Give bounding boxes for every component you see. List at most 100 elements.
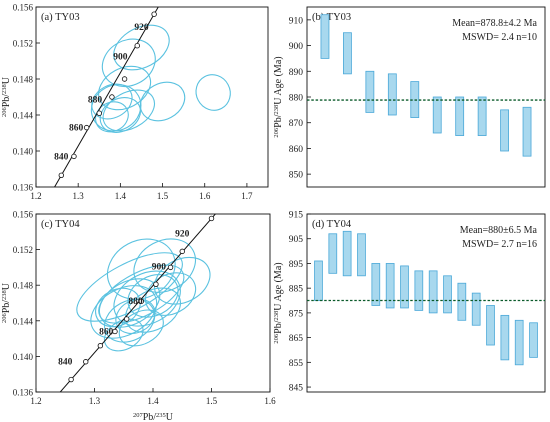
panel-label: (b) TY03 bbox=[312, 12, 351, 23]
x-tick-label: 1.4 bbox=[147, 396, 159, 406]
error-ellipse bbox=[145, 272, 197, 316]
y-tick-label: 0.140 bbox=[13, 352, 34, 362]
age-bar bbox=[342, 230, 352, 277]
y-tick-label: 0.152 bbox=[13, 39, 33, 49]
mean-annotation: Mean=878.8±4.2 Ma bbox=[452, 18, 537, 29]
y-tick-label: 915 bbox=[289, 211, 304, 221]
age-bar bbox=[400, 265, 409, 309]
panel-d: (d) TY04 845 855 865 875 885 895 905 915 Mean=880… bbox=[273, 211, 546, 394]
plot-area bbox=[59, 214, 217, 392]
x-tick-label: 1.6 bbox=[264, 396, 276, 406]
y-axis-label: 206Pb/238U Age (Ma) bbox=[273, 56, 285, 137]
panel-label: (d) TY04 bbox=[312, 219, 352, 230]
panel-c: (c) TY04 0.136 0.140 0.144 0.148 0.152 0.156 1.… bbox=[1, 210, 277, 422]
y-tick-label: 0.144 bbox=[13, 111, 34, 121]
y-tick-label: 0.148 bbox=[13, 281, 34, 291]
age-bar bbox=[457, 282, 467, 321]
plot-frame bbox=[35, 6, 269, 188]
age-bar bbox=[357, 233, 366, 277]
concordia-marker bbox=[58, 172, 65, 178]
y-axis-label: 206Pb/238U Age (Ma) bbox=[273, 262, 285, 343]
concordia-marker bbox=[121, 76, 128, 82]
age-bar bbox=[514, 319, 524, 366]
plot-area bbox=[53, 7, 231, 187]
age-bar bbox=[443, 275, 452, 314]
y-tick-label: 0.144 bbox=[13, 316, 34, 326]
concordia-age-label: 880 bbox=[128, 297, 143, 307]
error-ellipse bbox=[153, 256, 211, 305]
error-ellipse bbox=[98, 65, 152, 111]
error-ellipse bbox=[195, 74, 231, 111]
error-ellipse bbox=[113, 24, 170, 71]
concordia-marker bbox=[138, 298, 144, 304]
concordia-marker bbox=[208, 215, 215, 222]
y-tick-label: 0.136 bbox=[13, 388, 34, 398]
age-bar bbox=[428, 270, 438, 314]
y-tick-label: 850 bbox=[289, 171, 304, 181]
y-tick-label: 910 bbox=[289, 16, 304, 26]
x-tick-label: 1.3 bbox=[89, 396, 101, 406]
y-tick-label: 0.140 bbox=[13, 147, 34, 157]
age-bar bbox=[500, 109, 509, 152]
age-bar bbox=[328, 233, 338, 274]
concordia-marker bbox=[68, 376, 74, 383]
y-axis-label-text: 206Pb/238U Age (Ma) bbox=[273, 262, 285, 343]
panel-a: (a) TY03 0.136 0.140 0.144 0.148 0.152 0.156 1.… bbox=[1, 3, 269, 201]
error-ellipse bbox=[103, 318, 144, 352]
y-axis-label-text: 206Pb/238U bbox=[1, 76, 13, 117]
x-tick-label: 1.3 bbox=[73, 191, 85, 201]
concordia-marker bbox=[83, 359, 89, 365]
x-tick-label: 1.4 bbox=[115, 191, 127, 201]
concordia-marker bbox=[151, 11, 157, 17]
concordia-age-label: 900 bbox=[152, 263, 167, 273]
x-tick-label: 1.5 bbox=[206, 396, 218, 406]
error-ellipse bbox=[95, 101, 129, 133]
concordia-marker bbox=[112, 328, 118, 335]
concordia-marker bbox=[97, 343, 104, 349]
y-axis-label-text: 206Pb/238U bbox=[1, 282, 13, 323]
x-tick-label: 1.2 bbox=[30, 191, 41, 201]
concordia-age-label: 880 bbox=[88, 96, 103, 106]
y-tick-label: 895 bbox=[289, 260, 304, 270]
mswd-annotation: MSWD= 2.4 n=10 bbox=[462, 32, 537, 43]
y-tick-label: 860 bbox=[289, 145, 304, 155]
concordia-marker bbox=[71, 153, 77, 160]
age-bar bbox=[414, 270, 424, 311]
age-bar bbox=[529, 322, 538, 358]
error-ellipse bbox=[99, 97, 142, 133]
concordia-age-label: 920 bbox=[175, 230, 190, 240]
mean-annotation: Mean=880±6.5 Ma bbox=[460, 225, 538, 236]
concordia-age-label: 860 bbox=[99, 327, 114, 337]
age-bar bbox=[385, 263, 395, 309]
concordia-marker bbox=[179, 248, 185, 255]
error-ellipse bbox=[133, 238, 196, 293]
age-bar bbox=[477, 96, 487, 136]
concordia-marker bbox=[96, 110, 102, 116]
age-bar bbox=[320, 14, 330, 59]
x-tick-label: 1.6 bbox=[199, 191, 211, 201]
age-bar bbox=[314, 260, 323, 301]
x-tick-label: 1.2 bbox=[30, 396, 41, 406]
panel-label: (c) TY04 bbox=[41, 219, 80, 230]
age-bar bbox=[522, 106, 532, 157]
error-ellipse bbox=[101, 38, 156, 88]
error-ellipse bbox=[95, 287, 141, 328]
concordia-marker bbox=[153, 281, 159, 288]
age-bar bbox=[471, 292, 481, 326]
y-tick-label: 880 bbox=[289, 94, 304, 104]
y-axis-label: 206Pb/238U bbox=[1, 282, 13, 323]
y-tick-label: 875 bbox=[289, 309, 304, 319]
error-ellipse bbox=[139, 81, 186, 122]
age-bar bbox=[455, 96, 465, 136]
mswd-annotation: MSWD= 2.7 n=16 bbox=[462, 239, 537, 250]
concordia-marker bbox=[123, 316, 130, 322]
plot-frame bbox=[306, 213, 546, 393]
concordia-age-label: 920 bbox=[134, 23, 149, 33]
x-axis-label-text: 207Pb/235U bbox=[133, 412, 174, 422]
y-tick-label: 905 bbox=[289, 235, 304, 245]
error-ellipse bbox=[76, 252, 183, 322]
y-tick-label: 900 bbox=[289, 42, 304, 52]
concordia-marker bbox=[167, 264, 174, 271]
panel-b: (b) TY03 850 860 870 880 890 900 910 Mean=878.8±… bbox=[273, 6, 546, 188]
